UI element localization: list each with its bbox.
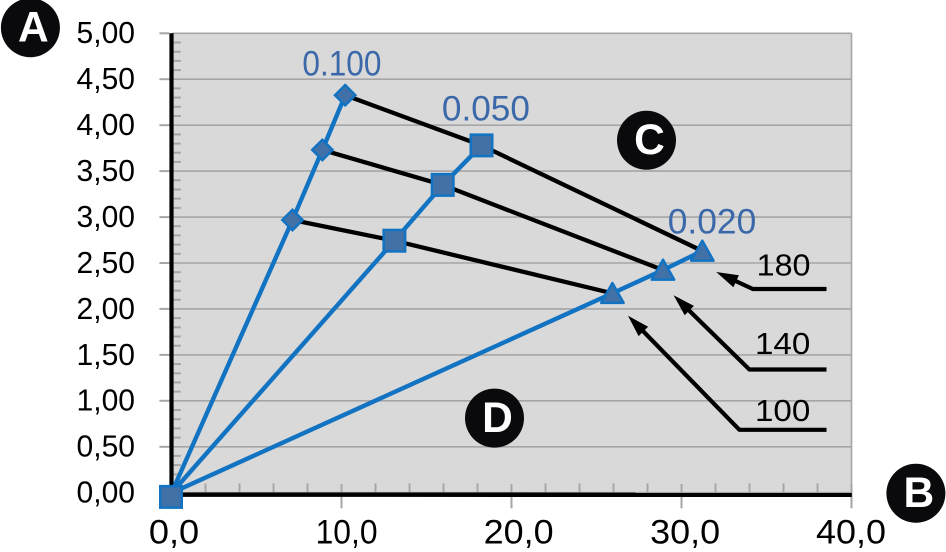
svg-text:10,0: 10,0 (316, 514, 378, 552)
svg-text:D: D (482, 395, 513, 442)
svg-text:3,50: 3,50 (77, 153, 136, 188)
svg-text:40,0: 40,0 (816, 514, 886, 552)
svg-text:A: A (18, 5, 49, 52)
svg-text:5,00: 5,00 (77, 15, 136, 50)
svg-text:180: 180 (757, 248, 811, 283)
svg-text:100: 100 (755, 393, 810, 428)
svg-text:4,00: 4,00 (77, 107, 136, 142)
svg-text:C: C (634, 117, 665, 164)
svg-text:140: 140 (755, 326, 810, 361)
svg-text:1,00: 1,00 (77, 383, 136, 418)
svg-text:0,50: 0,50 (77, 429, 136, 464)
svg-text:0,00: 0,00 (77, 475, 136, 510)
svg-text:1,50: 1,50 (77, 337, 136, 372)
svg-text:4,50: 4,50 (77, 61, 136, 96)
svg-text:20,0: 20,0 (484, 514, 554, 552)
svg-text:2,00: 2,00 (77, 291, 136, 326)
svg-text:B: B (904, 470, 935, 517)
svg-text:0,0: 0,0 (149, 514, 199, 552)
svg-text:3,00: 3,00 (77, 199, 136, 234)
svg-text:30,0: 30,0 (650, 514, 720, 552)
svg-text:0.050: 0.050 (442, 90, 530, 129)
svg-text:2,50: 2,50 (77, 245, 136, 280)
svg-text:0.020: 0.020 (668, 203, 757, 242)
svg-text:0.100: 0.100 (302, 45, 381, 84)
